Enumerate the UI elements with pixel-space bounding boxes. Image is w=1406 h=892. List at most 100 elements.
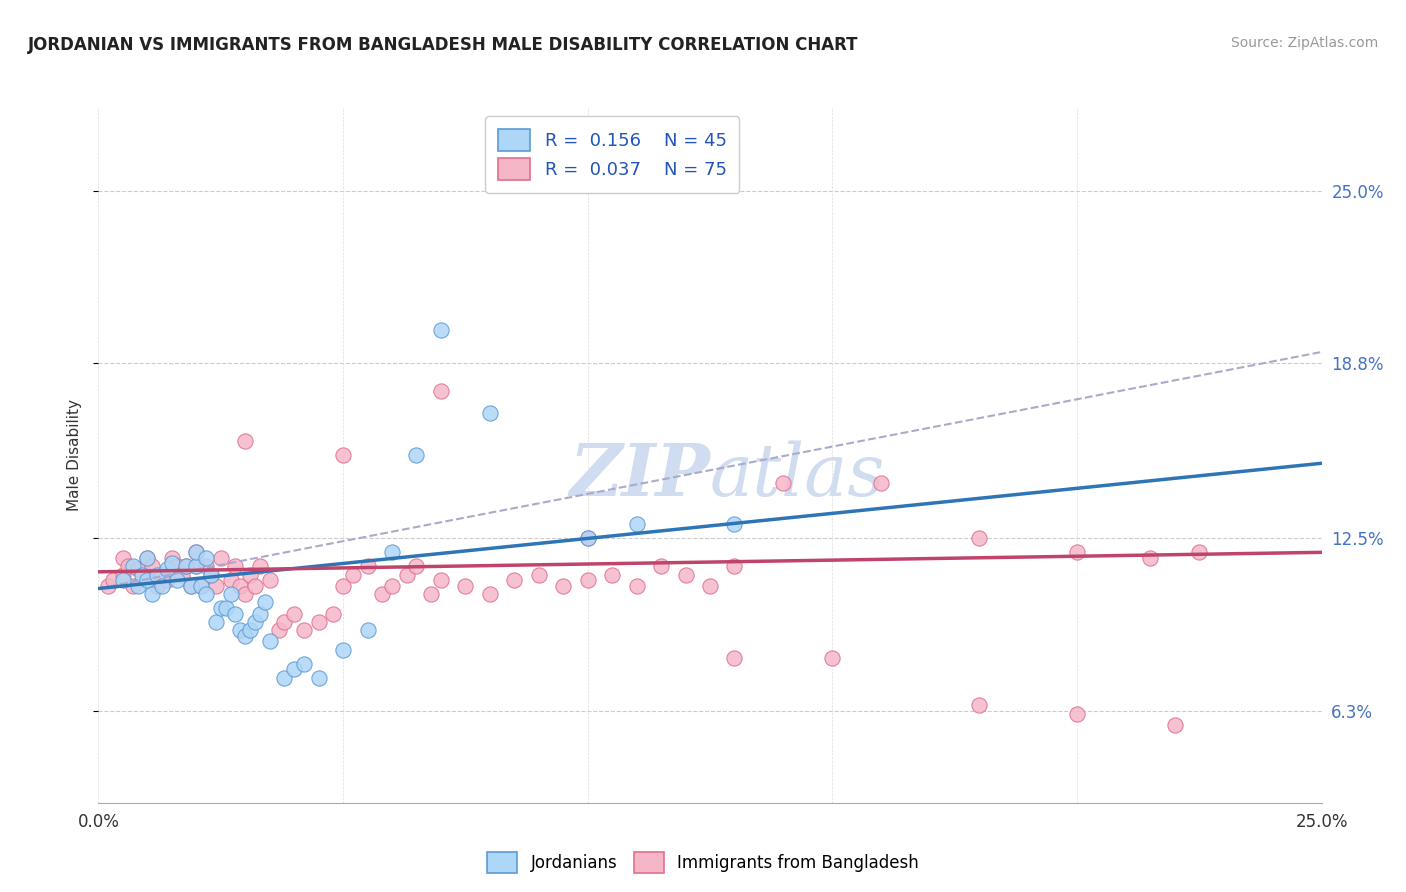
Point bbox=[332, 642, 354, 657]
Point bbox=[332, 448, 354, 462]
Point bbox=[576, 532, 599, 546]
Point bbox=[576, 573, 599, 587]
Point bbox=[259, 573, 281, 587]
Point bbox=[219, 587, 242, 601]
Point bbox=[723, 559, 745, 574]
Point bbox=[478, 587, 501, 601]
Point bbox=[253, 595, 276, 609]
Point bbox=[111, 573, 134, 587]
Point bbox=[430, 323, 453, 337]
Point bbox=[626, 517, 648, 532]
Point bbox=[136, 550, 159, 565]
Point bbox=[1066, 545, 1088, 559]
Point bbox=[195, 587, 218, 601]
Point bbox=[224, 607, 246, 621]
Point bbox=[156, 562, 179, 576]
Point bbox=[97, 579, 120, 593]
Point bbox=[308, 615, 330, 629]
Point bbox=[101, 573, 124, 587]
Point bbox=[332, 579, 354, 593]
Point bbox=[150, 567, 173, 582]
Point bbox=[283, 607, 305, 621]
Point bbox=[967, 698, 990, 713]
Point bbox=[259, 634, 281, 648]
Point bbox=[186, 545, 208, 559]
Point bbox=[283, 662, 305, 676]
Point bbox=[967, 532, 990, 546]
Point bbox=[180, 579, 202, 593]
Point bbox=[1139, 550, 1161, 565]
Point bbox=[166, 573, 188, 587]
Point bbox=[146, 567, 169, 582]
Text: JORDANIAN VS IMMIGRANTS FROM BANGLADESH MALE DISABILITY CORRELATION CHART: JORDANIAN VS IMMIGRANTS FROM BANGLADESH … bbox=[28, 36, 859, 54]
Point bbox=[166, 559, 188, 574]
Point bbox=[821, 651, 844, 665]
Point bbox=[117, 559, 139, 574]
Point bbox=[150, 579, 173, 593]
Point bbox=[308, 671, 330, 685]
Point bbox=[371, 587, 394, 601]
Point bbox=[186, 559, 208, 574]
Point bbox=[723, 517, 745, 532]
Text: ZIP: ZIP bbox=[569, 441, 710, 511]
Point bbox=[200, 567, 222, 582]
Point bbox=[381, 579, 404, 593]
Point bbox=[121, 579, 143, 593]
Text: atlas: atlas bbox=[710, 441, 886, 511]
Point bbox=[356, 559, 378, 574]
Point bbox=[870, 475, 893, 490]
Point bbox=[249, 559, 271, 574]
Point bbox=[342, 567, 364, 582]
Point bbox=[195, 550, 218, 565]
Point bbox=[233, 587, 256, 601]
Text: Source: ZipAtlas.com: Source: ZipAtlas.com bbox=[1230, 36, 1378, 50]
Point bbox=[111, 550, 134, 565]
Point bbox=[527, 567, 550, 582]
Point bbox=[626, 579, 648, 593]
Point bbox=[420, 587, 443, 601]
Point bbox=[141, 559, 163, 574]
Point bbox=[553, 579, 575, 593]
Point bbox=[576, 532, 599, 546]
Point bbox=[405, 559, 427, 574]
Point bbox=[430, 384, 453, 398]
Point bbox=[292, 624, 315, 638]
Point bbox=[141, 587, 163, 601]
Point bbox=[195, 559, 218, 574]
Point bbox=[190, 579, 212, 593]
Point bbox=[600, 567, 623, 582]
Point bbox=[405, 448, 427, 462]
Point bbox=[239, 624, 262, 638]
Point bbox=[1164, 718, 1187, 732]
Point bbox=[170, 567, 193, 582]
Point bbox=[269, 624, 291, 638]
Point bbox=[186, 545, 208, 559]
Point bbox=[699, 579, 721, 593]
Point bbox=[224, 559, 246, 574]
Point bbox=[214, 601, 236, 615]
Point bbox=[233, 434, 256, 448]
Point bbox=[772, 475, 794, 490]
Point bbox=[156, 573, 179, 587]
Point bbox=[243, 579, 266, 593]
Point bbox=[180, 579, 202, 593]
Point bbox=[111, 567, 134, 582]
Point bbox=[430, 573, 453, 587]
Point bbox=[243, 615, 266, 629]
Point bbox=[121, 559, 143, 574]
Point bbox=[136, 573, 159, 587]
Point bbox=[176, 559, 198, 574]
Point bbox=[209, 550, 232, 565]
Point bbox=[239, 567, 262, 582]
Point bbox=[322, 607, 344, 621]
Point bbox=[233, 629, 256, 643]
Y-axis label: Male Disability: Male Disability bbox=[67, 399, 83, 511]
Point bbox=[650, 559, 672, 574]
Point bbox=[131, 567, 153, 582]
Point bbox=[675, 567, 697, 582]
Point bbox=[136, 567, 159, 582]
Point bbox=[146, 579, 169, 593]
Point bbox=[160, 557, 183, 571]
Point bbox=[209, 601, 232, 615]
Point bbox=[356, 624, 378, 638]
